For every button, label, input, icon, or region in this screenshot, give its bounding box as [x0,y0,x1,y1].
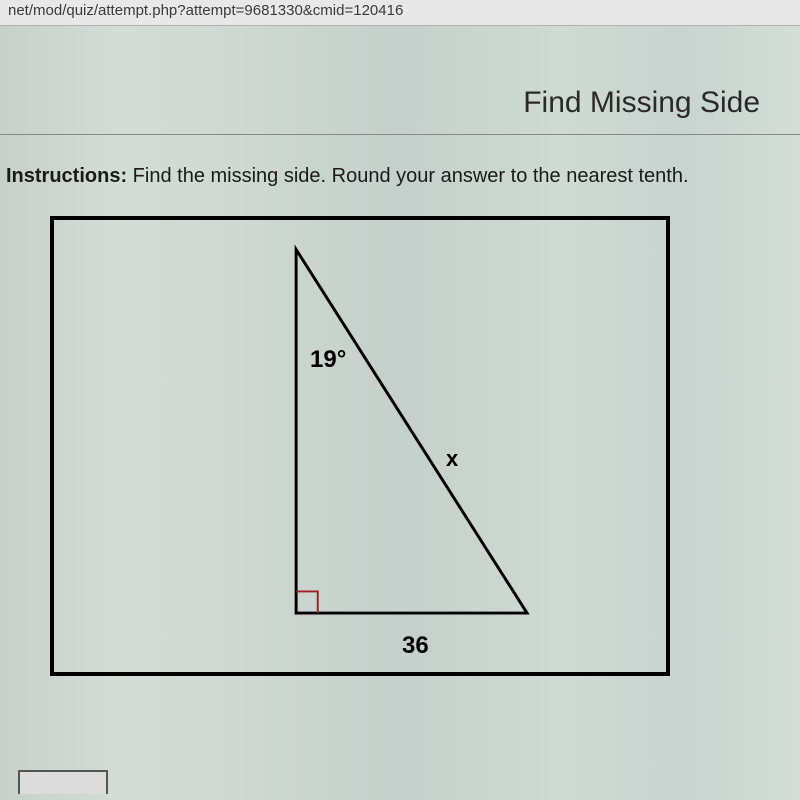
triangle-shape [296,249,527,613]
hypotenuse-label: x [446,446,458,472]
instructions-text: Find the missing side. Round your answer… [127,165,688,187]
angle-label: 19° [310,346,346,374]
triangle-diagram [54,220,666,672]
spacer [0,26,800,86]
right-angle-marker [296,591,318,613]
partial-ui-tab [18,770,108,794]
base-label: 36 [402,632,429,660]
instructions-label: Instructions: [6,165,127,187]
url-text: net/mod/quiz/attempt.php?attempt=9681330… [8,2,403,19]
figure-container: 19° x 36 [50,216,670,676]
browser-url-bar: net/mod/quiz/attempt.php?attempt=9681330… [0,0,800,26]
page-title: Find Missing Side [0,86,800,120]
instructions-line: Instructions: Find the missing side. Rou… [0,135,800,216]
